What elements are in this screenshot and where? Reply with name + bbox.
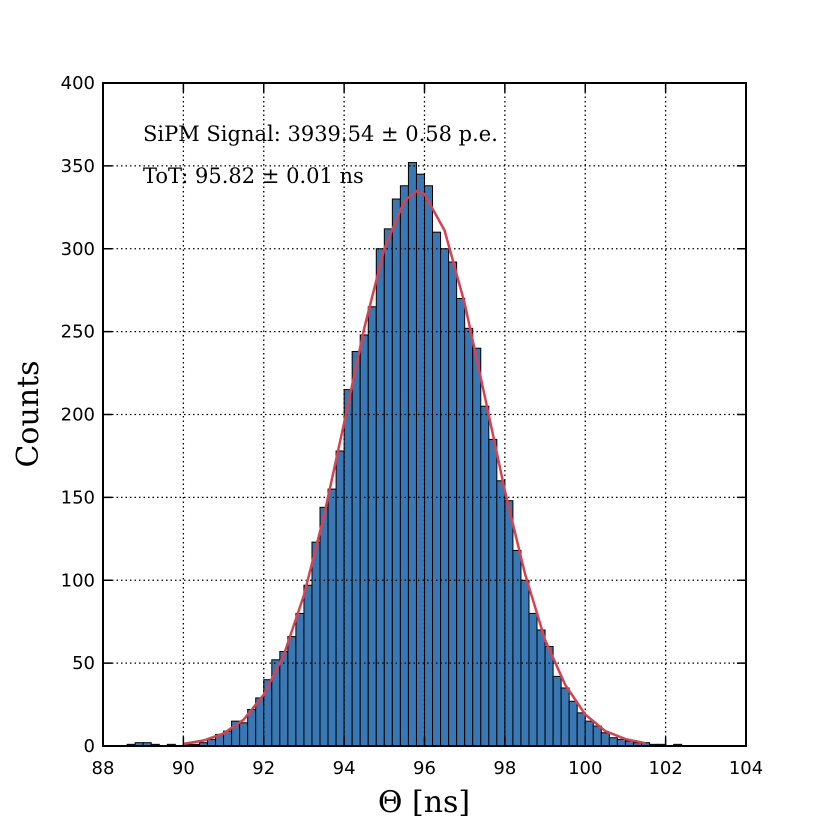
- bar: [383, 228, 393, 747]
- bar: [504, 500, 514, 747]
- bar: [480, 405, 490, 747]
- bar: [432, 231, 442, 747]
- y-tick-label: 150: [61, 487, 95, 508]
- bar: [327, 488, 337, 747]
- y-axis-label: Counts: [11, 360, 46, 467]
- bar: [568, 700, 578, 747]
- x-tick-label: 98: [493, 758, 516, 779]
- bar: [456, 297, 466, 747]
- bar: [335, 450, 345, 747]
- y-tick-label: 350: [61, 156, 95, 177]
- bar: [279, 651, 289, 747]
- y-tick-label: 250: [61, 322, 95, 343]
- bar: [560, 687, 570, 747]
- y-tick-label: 100: [61, 570, 95, 591]
- bar: [424, 185, 434, 747]
- y-tick-label: 50: [72, 653, 95, 674]
- bar: [311, 541, 321, 747]
- bar: [351, 351, 361, 747]
- bar: [319, 506, 329, 747]
- x-tick-label: 104: [729, 758, 763, 779]
- bar: [303, 584, 313, 747]
- bar: [448, 261, 458, 747]
- bar: [576, 712, 586, 747]
- bar: [343, 389, 353, 747]
- x-tick-label: 96: [413, 758, 436, 779]
- bar: [608, 737, 618, 747]
- bar: [600, 732, 610, 747]
- bar: [367, 306, 377, 747]
- bar: [472, 347, 482, 747]
- x-tick-label: 102: [648, 758, 682, 779]
- bar: [496, 480, 506, 747]
- bar: [544, 646, 554, 747]
- fit-curve: [183, 189, 646, 746]
- x-tick-label: 92: [252, 758, 275, 779]
- annotation: ToT: 95.82 ± 0.01 ns: [143, 164, 364, 188]
- bar: [359, 334, 369, 747]
- bar: [415, 173, 425, 747]
- bar: [295, 612, 305, 747]
- y-tick-label: 200: [61, 405, 95, 426]
- bar: [255, 697, 265, 747]
- x-tick-label: 94: [333, 758, 356, 779]
- bar: [592, 725, 602, 747]
- bar: [512, 549, 522, 747]
- bar: [488, 438, 498, 747]
- bar: [391, 198, 401, 747]
- annotation: SiPM Signal: 3939.54 ± 0.58 p.e.: [143, 122, 498, 146]
- bar: [464, 327, 474, 747]
- x-tick-label: 90: [172, 758, 195, 779]
- bar: [399, 185, 409, 747]
- y-tick-label: 400: [61, 73, 95, 94]
- y-tick-label: 0: [84, 736, 95, 757]
- bar: [584, 720, 594, 747]
- bar: [536, 629, 546, 747]
- bar: [552, 675, 562, 747]
- x-tick-label: 88: [92, 758, 115, 779]
- bar: [239, 722, 249, 747]
- x-tick-label: 100: [568, 758, 602, 779]
- bar: [287, 636, 297, 747]
- bar: [528, 612, 538, 747]
- x-axis-label: Θ [ns]: [378, 785, 470, 820]
- bar: [407, 162, 417, 747]
- y-tick-label: 300: [61, 239, 95, 260]
